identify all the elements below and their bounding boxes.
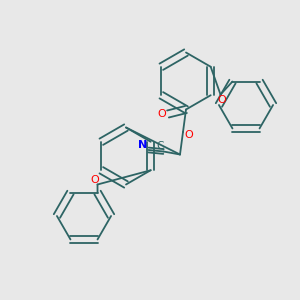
Text: N: N <box>138 140 147 151</box>
Text: C: C <box>156 141 164 151</box>
Text: O: O <box>90 175 99 185</box>
Text: O: O <box>218 95 226 105</box>
Text: O: O <box>184 130 193 140</box>
Text: O: O <box>157 109 166 119</box>
